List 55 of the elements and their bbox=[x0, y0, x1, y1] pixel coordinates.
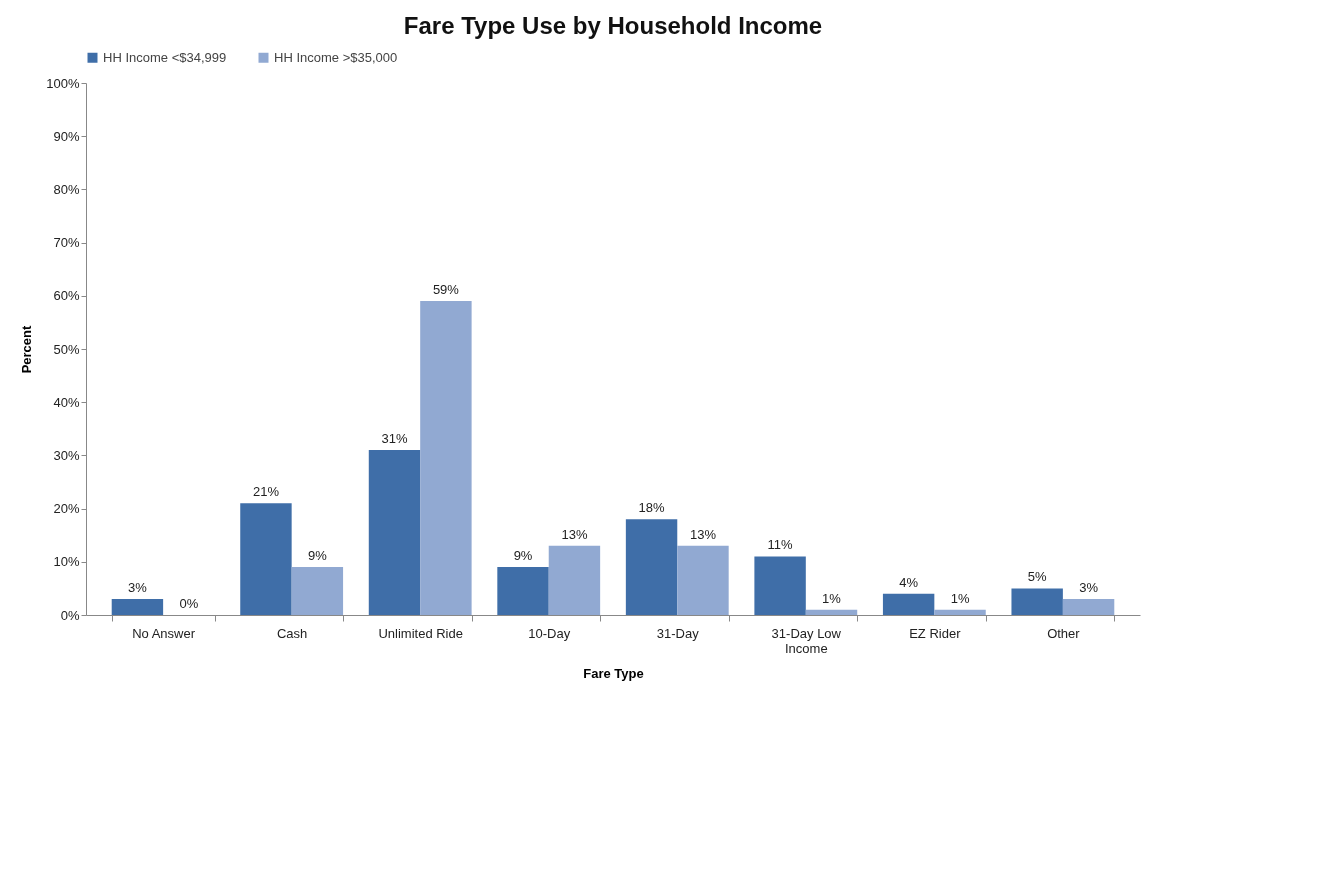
y-tick-label: 50% bbox=[53, 341, 80, 357]
text: 13% bbox=[689, 526, 716, 542]
bar bbox=[1062, 599, 1115, 615]
y-tick-label: 80% bbox=[53, 181, 80, 197]
y-tick-label: 90% bbox=[53, 128, 80, 144]
y-tick-label: 40% bbox=[53, 394, 80, 410]
bar bbox=[240, 503, 292, 615]
bar bbox=[677, 545, 729, 615]
bar bbox=[548, 545, 601, 615]
bar bbox=[934, 609, 986, 615]
bar bbox=[420, 301, 472, 615]
text: 59% bbox=[432, 282, 459, 298]
bar bbox=[111, 599, 164, 615]
text: 0% bbox=[179, 596, 199, 611]
text: 11% bbox=[767, 537, 793, 553]
bar bbox=[754, 556, 806, 615]
text: 13% bbox=[561, 526, 588, 542]
text: 9% bbox=[513, 548, 533, 564]
x-tick-label: 31-Day Low Income bbox=[771, 625, 842, 656]
text: 9% bbox=[307, 548, 327, 564]
x-tick-label: 31-Day bbox=[656, 625, 700, 641]
bar bbox=[625, 519, 678, 615]
text: 31% bbox=[381, 431, 408, 447]
y-tick-label: 0% bbox=[60, 607, 80, 623]
bar bbox=[291, 567, 344, 615]
text: 3% bbox=[128, 580, 147, 596]
y-tick-label: 60% bbox=[53, 288, 80, 304]
x-tick-label: 10-Day bbox=[528, 625, 571, 641]
x-tick-label: Cash bbox=[276, 625, 308, 641]
text: 1% bbox=[822, 590, 841, 606]
y-tick-label: 20% bbox=[53, 501, 80, 517]
x-tick-label: EZ Rider bbox=[909, 625, 962, 641]
y-tick-label: 10% bbox=[53, 554, 80, 570]
x-tick-label: No Answer bbox=[132, 625, 196, 641]
bar bbox=[805, 609, 858, 615]
bar bbox=[1011, 588, 1063, 615]
y-tick-label: 30% bbox=[53, 447, 80, 463]
text: 4% bbox=[899, 574, 919, 590]
y-tick-label: 100% bbox=[46, 75, 80, 91]
legend-label: HH Income >$35,000 bbox=[274, 49, 398, 65]
y-tick-label: 70% bbox=[53, 235, 80, 251]
y-axis-title: Percent bbox=[19, 324, 35, 374]
legend-label: HH Income <$34,999 bbox=[103, 49, 227, 65]
bar bbox=[497, 567, 549, 615]
text: 5% bbox=[1027, 569, 1047, 585]
chart-title: Fare Type Use by Household Income bbox=[403, 12, 823, 39]
text: 1% bbox=[950, 590, 970, 606]
x-tick-label: Unlimited Ride bbox=[378, 625, 463, 641]
x-axis-title: Fare Type bbox=[583, 665, 644, 681]
bar bbox=[368, 450, 421, 615]
x-tick-label: Other bbox=[1047, 625, 1081, 641]
text: 21% bbox=[252, 484, 279, 500]
text: 18% bbox=[638, 500, 665, 516]
bar bbox=[882, 593, 935, 615]
text: 3% bbox=[1079, 580, 1098, 596]
